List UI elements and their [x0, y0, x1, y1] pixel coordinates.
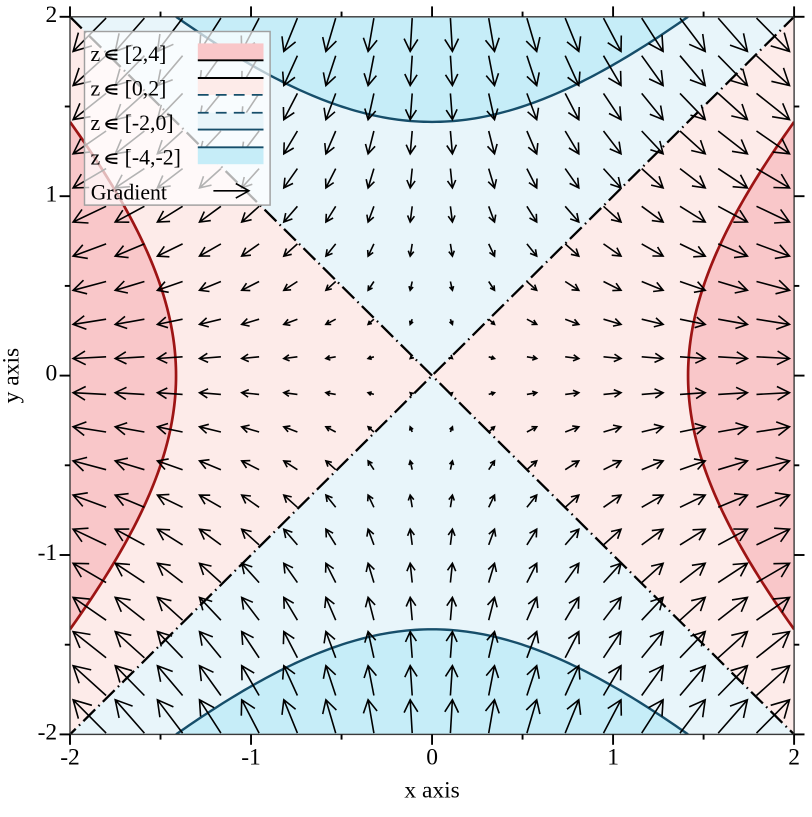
svg-text:-2: -2 [60, 744, 80, 770]
svg-text:0: 0 [45, 361, 57, 387]
svg-text:[0,2]: [0,2] [125, 76, 167, 100]
svg-text:1: 1 [607, 744, 619, 770]
svg-text:-2: -2 [38, 720, 58, 746]
svg-text:-1: -1 [38, 540, 58, 566]
svg-text:-1: -1 [241, 744, 261, 770]
svg-text:0: 0 [426, 744, 438, 770]
svg-text:[-4,-2]: [-4,-2] [125, 146, 181, 170]
svg-text:[2,4]: [2,4] [125, 42, 167, 66]
svg-text:[-2,0]: [-2,0] [125, 111, 174, 135]
svg-text:x axis: x axis [404, 778, 459, 804]
svg-text:Gradient: Gradient [91, 180, 167, 204]
svg-text:1: 1 [45, 181, 57, 207]
svg-text:z: z [91, 111, 101, 135]
svg-text:2: 2 [788, 744, 800, 770]
svg-text:y axis: y axis [0, 348, 25, 403]
svg-text:z: z [91, 42, 101, 66]
svg-text:2: 2 [45, 2, 57, 28]
svg-text:z: z [91, 76, 101, 100]
svg-text:z: z [91, 146, 101, 170]
